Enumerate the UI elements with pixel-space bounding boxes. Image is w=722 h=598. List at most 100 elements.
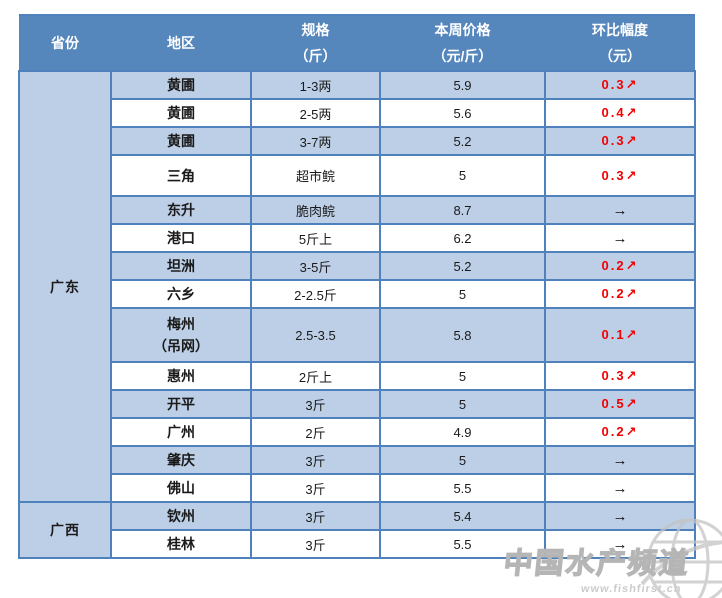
watermark-site-url: www.fishfirst.cn [580, 583, 683, 595]
change-cell: 0.5↗ [544, 389, 696, 419]
price-cell: 5 [379, 389, 546, 419]
table-row: 肇庆 3斤 5 → [19, 445, 696, 475]
spec-cell: 3-5斤 [250, 251, 381, 281]
region-line1: 梅州 [167, 316, 195, 332]
table-row: 六乡 2-2.5斤 5 0.2↗ [19, 279, 696, 309]
region-cell: 黄圃 [110, 98, 252, 128]
spec-cell: 3斤 [250, 389, 381, 419]
spec-cell: 3斤 [250, 529, 381, 559]
region-cell: 惠州 [110, 361, 252, 391]
spec-cell: 超市鲩 [250, 154, 381, 197]
price-cell: 5 [379, 445, 546, 475]
col-header-change: 环比幅度 （元） [545, 14, 695, 72]
price-cell: 5.5 [379, 473, 546, 503]
table-row: 港口 5斤上 6.2 → [19, 223, 696, 253]
table-row: 惠州 2斤上 5 0.3↗ [19, 361, 696, 391]
price-cell: 4.9 [379, 417, 546, 447]
fish-price-table: 省份 地区 规格 （斤） 本周价格 （元/斤） 环比幅度 （元） 广东 黄圃 1-3两… [18, 14, 696, 559]
spec-cell: 2-2.5斤 [250, 279, 381, 309]
change-cell: 0.2↗ [544, 251, 696, 281]
table-row: 桂林 3斤 5.5 → [19, 529, 696, 559]
table-row: 东升 脆肉鲩 8.7 → [19, 195, 696, 225]
spec-cell: 5斤上 [250, 223, 381, 253]
col-header-price: 本周价格 （元/斤） [380, 14, 545, 72]
change-cell: 0.3↗ [544, 70, 696, 100]
price-cell: 5 [379, 279, 546, 309]
spec-cell: 2-5两 [250, 98, 381, 128]
change-cell: → [544, 529, 696, 559]
region-cell: 六乡 [110, 279, 252, 309]
province-cell-guangxi: 广西 [18, 501, 112, 559]
price-cell: 5.4 [379, 501, 546, 531]
header-row: 省份 地区 规格 （斤） 本周价格 （元/斤） 环比幅度 （元） [19, 14, 695, 72]
col-header-unit: （元） [599, 48, 641, 64]
region-cell: 钦州 [110, 501, 252, 531]
region-cell: 坦洲 [110, 251, 252, 281]
change-cell: 0.4↗ [544, 98, 696, 128]
table-row: 黄圃 3-7两 5.2 0.3↗ [19, 126, 696, 156]
change-cell: → [544, 473, 696, 503]
col-header-region: 地区 [111, 14, 251, 72]
change-cell: 0.3↗ [544, 126, 696, 156]
spec-cell: 2斤上 [250, 361, 381, 391]
price-cell: 5.6 [379, 98, 546, 128]
change-cell: → [544, 195, 696, 225]
col-header-title: 省份 [51, 35, 79, 51]
price-cell: 5 [379, 361, 546, 391]
price-cell: 5.8 [379, 307, 546, 363]
price-cell: 5.2 [379, 126, 546, 156]
region-cell: 肇庆 [110, 445, 252, 475]
region-line2: （吊网） [153, 338, 209, 354]
region-cell: 桂林 [110, 529, 252, 559]
spec-cell: 3斤 [250, 473, 381, 503]
region-cell: 佛山 [110, 473, 252, 503]
change-cell: → [544, 445, 696, 475]
price-cell: 8.7 [379, 195, 546, 225]
table-row: 黄圃 2-5两 5.6 0.4↗ [19, 98, 696, 128]
region-cell: 三角 [110, 154, 252, 197]
col-header-title: 规格 [301, 22, 330, 38]
region-cell: 港口 [110, 223, 252, 253]
spec-cell: 1-3两 [250, 70, 381, 100]
table-row: 广东 黄圃 1-3两 5.9 0.3↗ [18, 70, 696, 503]
col-header-unit: （元/斤） [432, 48, 493, 64]
province-cell-guangdong: 广东 [18, 70, 112, 503]
region-cell: 东升 [110, 195, 252, 225]
table-row: 佛山 3斤 5.5 → [19, 473, 696, 503]
table-row: 坦洲 3-5斤 5.2 0.2↗ [19, 251, 696, 281]
spec-cell: 脆肉鲩 [250, 195, 381, 225]
col-header-spec: 规格 （斤） [251, 14, 380, 72]
change-cell: 0.1↗ [544, 307, 696, 363]
change-cell: 0.3↗ [544, 361, 696, 391]
region-cell: 黄圃 [110, 70, 252, 100]
change-cell: → [544, 501, 696, 531]
change-cell: 0.2↗ [544, 417, 696, 447]
spec-cell: 3斤 [250, 445, 381, 475]
spec-cell: 3-7两 [250, 126, 381, 156]
region-cell: 梅州 （吊网） [110, 307, 252, 363]
table-row: 开平 3斤 5 0.5↗ [19, 389, 696, 419]
col-header-title: 地区 [167, 35, 195, 51]
table-row: 三角 超市鲩 5 0.3↗ [19, 154, 696, 197]
region-cell: 黄圃 [110, 126, 252, 156]
change-cell: 0.3↗ [544, 154, 696, 197]
region-cell: 开平 [110, 389, 252, 419]
spec-cell: 3斤 [250, 501, 381, 531]
col-header-title: 环比幅度 [592, 22, 648, 38]
spec-cell: 2.5-3.5 [250, 307, 381, 363]
table-row: 广西 钦州 3斤 5.4 → [18, 501, 696, 559]
col-header-title: 本周价格 [434, 22, 491, 38]
price-cell: 6.2 [379, 223, 546, 253]
change-cell: → [544, 223, 696, 253]
table-row: 广州 2斤 4.9 0.2↗ [19, 417, 696, 447]
col-header-unit: （斤） [294, 48, 337, 64]
price-cell: 5.2 [379, 251, 546, 281]
spec-cell: 2斤 [250, 417, 381, 447]
price-cell: 5.5 [379, 529, 546, 559]
price-cell: 5 [379, 154, 546, 197]
table-row: 梅州 （吊网） 2.5-3.5 5.8 0.1↗ [19, 307, 696, 363]
change-cell: 0.2↗ [544, 279, 696, 309]
col-header-province: 省份 [19, 14, 111, 72]
region-cell: 广州 [110, 417, 252, 447]
price-cell: 5.9 [379, 70, 546, 100]
